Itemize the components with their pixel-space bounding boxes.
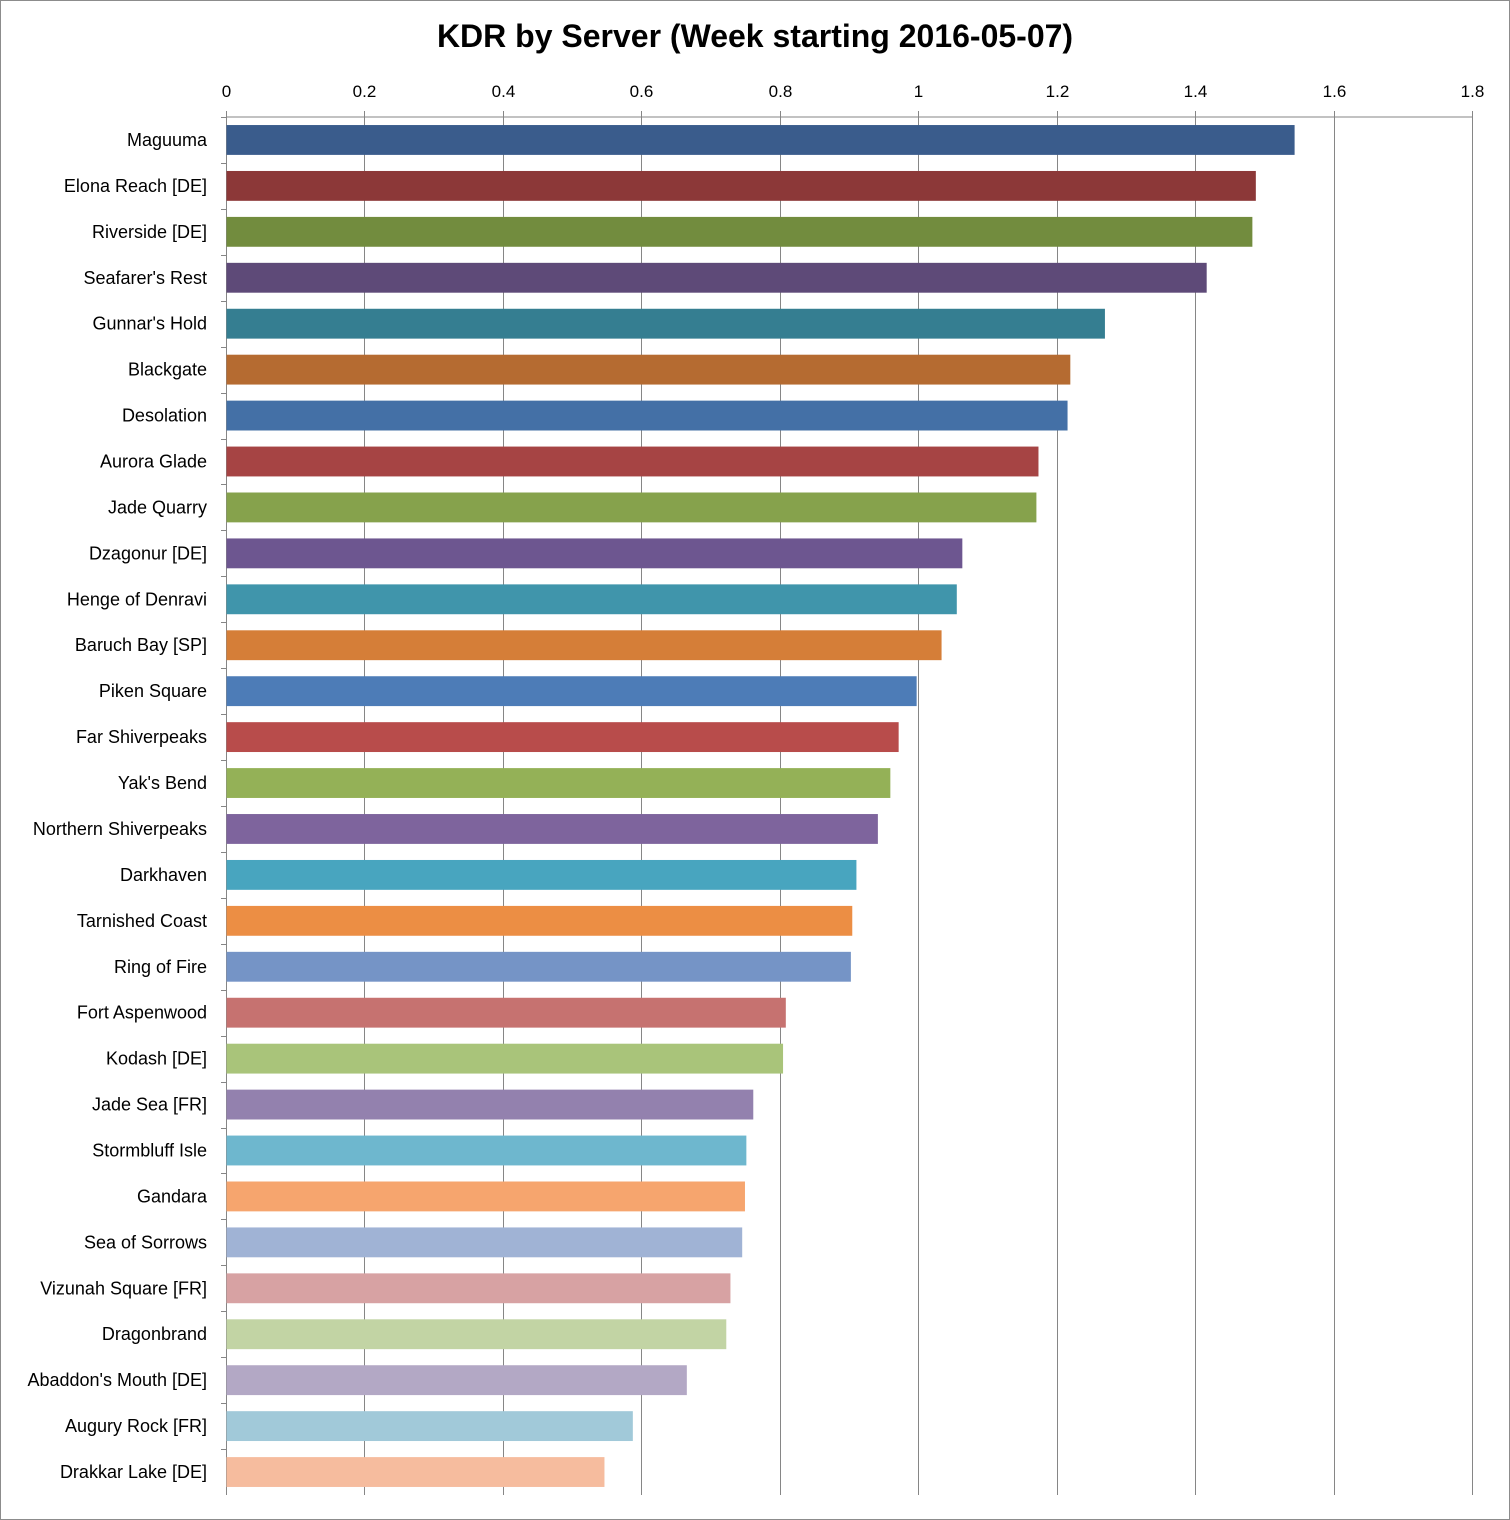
category-label: Drakkar Lake [DE] (60, 1462, 207, 1482)
bar (226, 262, 1207, 293)
bar (226, 354, 1071, 385)
category-label: Gunnar's Hold (93, 314, 208, 334)
bar (226, 538, 963, 569)
bar (226, 1365, 687, 1396)
x-tick-label: 1.2 (1046, 82, 1070, 101)
bar (226, 492, 1037, 523)
bar (226, 768, 891, 798)
category-label: Northern Shiverpeaks (33, 819, 207, 839)
bar (226, 125, 1295, 155)
category-label: Riverside [DE] (92, 222, 207, 242)
bar (226, 1411, 633, 1442)
x-tick-label: 0.4 (492, 82, 516, 101)
category-label: Seafarer's Rest (84, 268, 208, 288)
bar (226, 1273, 731, 1304)
category-label: Abaddon's Mouth [DE] (27, 1370, 207, 1390)
category-label: Maguuma (127, 130, 208, 150)
bar (226, 170, 1256, 201)
category-label: Piken Square (99, 681, 207, 701)
x-tick-label: 0.6 (630, 82, 654, 101)
bar (226, 905, 853, 936)
category-label: Dzagonur [DE] (89, 543, 207, 563)
category-label: Kodash [DE] (106, 1049, 207, 1069)
bar (226, 1181, 745, 1212)
bar (226, 1319, 727, 1350)
category-label: Darkhaven (120, 865, 207, 885)
category-label: Elona Reach [DE] (64, 176, 207, 196)
x-tick-label: 1.8 (1461, 82, 1485, 101)
category-label: Stormbluff Isle (92, 1141, 207, 1161)
category-label: Gandara (137, 1186, 208, 1206)
category-label: Aurora Glade (100, 452, 207, 472)
category-label: Henge of Denravi (67, 589, 207, 609)
category-label: Vizunah Square [FR] (40, 1278, 207, 1298)
bar (226, 446, 1039, 477)
bar (226, 1043, 784, 1074)
bar (226, 630, 942, 661)
category-label: Desolation (122, 406, 207, 426)
bar (226, 1457, 605, 1487)
bar (226, 1135, 747, 1166)
category-label: Yak's Bend (118, 773, 207, 793)
category-label: Dragonbrand (102, 1324, 207, 1344)
category-label: Blackgate (128, 360, 207, 380)
category-label: Jade Sea [FR] (92, 1095, 207, 1115)
bar (226, 216, 1253, 247)
category-label: Jade Quarry (108, 497, 207, 517)
x-tick-label: 1.6 (1323, 82, 1347, 101)
category-label: Ring of Fire (114, 957, 207, 977)
bar (226, 997, 786, 1028)
bar (226, 814, 878, 844)
x-tick-label: 1.4 (1184, 82, 1208, 101)
bar (226, 584, 957, 615)
bar (226, 951, 851, 982)
chart-title: KDR by Server (Week starting 2016-05-07) (436, 18, 1074, 54)
x-tick-label: 0.2 (353, 82, 377, 101)
category-label: Augury Rock [FR] (65, 1416, 207, 1436)
bar (226, 1089, 754, 1120)
category-label: Sea of Sorrows (84, 1232, 207, 1252)
bar (226, 400, 1068, 431)
x-tick-label: 0 (222, 82, 231, 101)
bar (226, 1227, 743, 1258)
category-label: Baruch Bay [SP] (75, 635, 207, 655)
category-label: Far Shiverpeaks (76, 727, 207, 747)
x-tick-label: 1 (914, 82, 923, 101)
x-tick-label: 0.8 (769, 82, 793, 101)
bar (226, 676, 917, 707)
bar (226, 859, 857, 890)
bar (226, 308, 1105, 339)
category-label: Fort Aspenwood (77, 1003, 207, 1023)
bar (226, 722, 899, 753)
category-label: Tarnished Coast (77, 911, 207, 931)
